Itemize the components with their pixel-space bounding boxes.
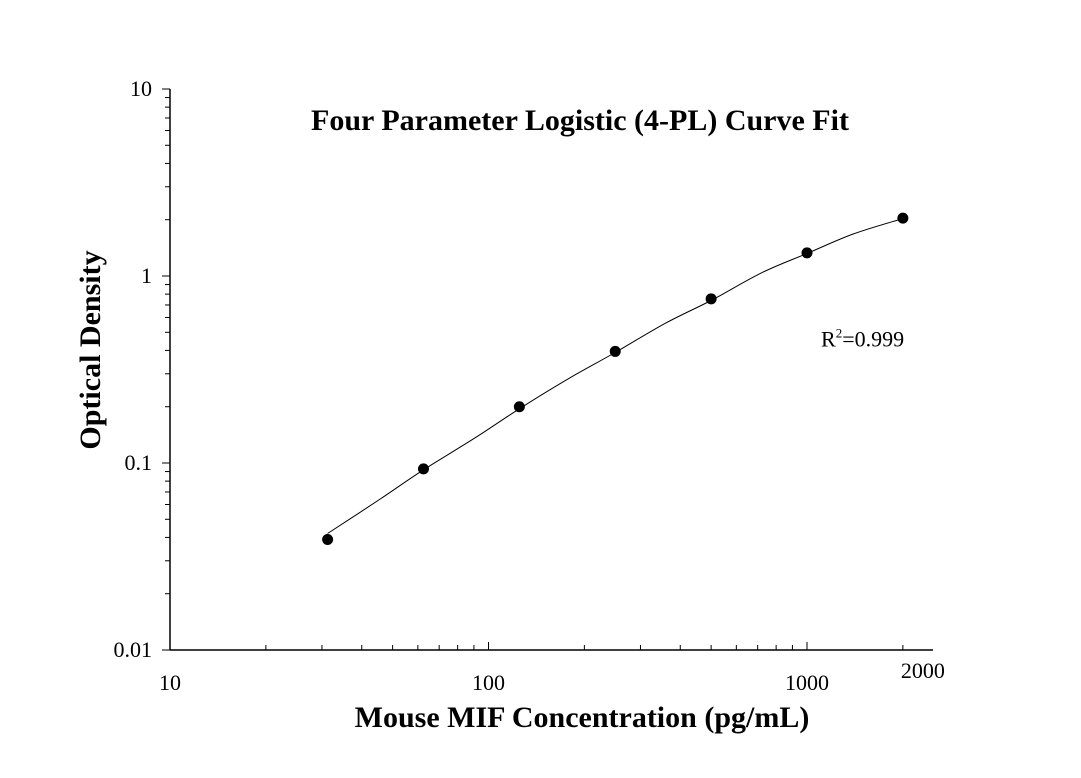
x-axis-label: Mouse MIF Concentration (pg/mL)	[355, 701, 810, 734]
data-point	[513, 401, 525, 413]
y-axis-label: Optical Density	[74, 250, 107, 449]
y-tick-label: 1	[141, 263, 152, 288]
data-point	[417, 463, 429, 475]
tick-labels: 10 100 1000 2000 0.01 0.1 1 10	[114, 76, 945, 695]
ticks	[162, 88, 904, 651]
chart-title: Four Parameter Logistic (4-PL) Curve Fit	[311, 104, 849, 137]
data-points	[322, 212, 909, 545]
y-tick-label: 0.1	[125, 450, 153, 475]
data-point	[609, 345, 621, 357]
axes	[169, 89, 933, 651]
fit-curve	[327, 218, 904, 534]
annotations: R2=0.999	[821, 325, 904, 351]
y-tick-label: 0.01	[114, 637, 153, 662]
y-tick-label: 10	[130, 76, 152, 101]
data-point	[705, 293, 717, 305]
x-tick-label: 1000	[785, 670, 829, 695]
data-point	[801, 247, 813, 259]
x-tick-label: 100	[472, 670, 505, 695]
x-tick-label: 2000	[901, 658, 945, 683]
x-tick-label: 10	[159, 670, 181, 695]
data-point	[897, 212, 909, 224]
r-squared-annotation: R2=0.999	[821, 325, 904, 351]
data-point	[322, 533, 334, 545]
